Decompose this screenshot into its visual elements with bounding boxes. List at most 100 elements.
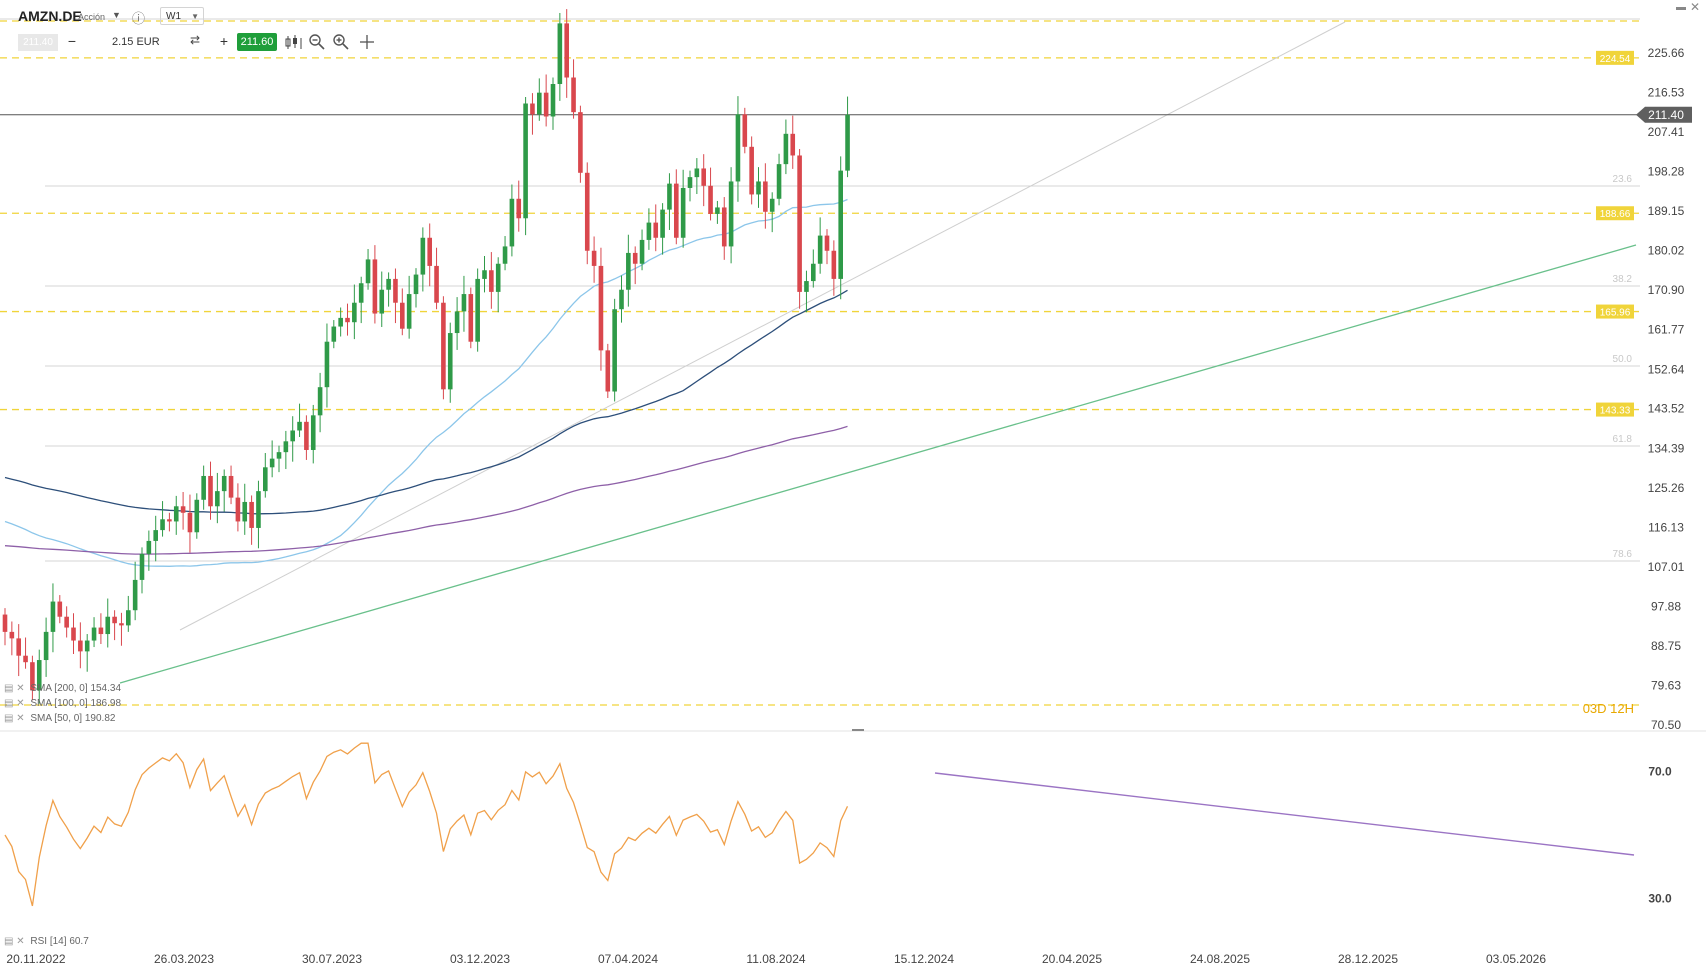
price-tick-label: 152.64 — [1648, 362, 1685, 376]
date-tick-label: 07.04.2024 — [598, 952, 658, 966]
candle — [16, 624, 21, 677]
candle-body — [441, 302, 446, 390]
candle-body — [831, 250, 837, 279]
candle — [735, 96, 741, 202]
candle-body — [297, 421, 302, 431]
candle-body — [215, 491, 220, 507]
candle-body — [461, 294, 467, 312]
candle — [290, 416, 295, 462]
legend-sma100[interactable]: ▤ ✕ SMA [100, 0] 186.98 — [4, 698, 121, 709]
candle-body — [160, 519, 165, 531]
candle — [708, 167, 713, 221]
price-tick-label: 125.26 — [1648, 481, 1685, 495]
candle-body — [167, 519, 172, 522]
candle — [98, 613, 104, 645]
candle — [831, 240, 837, 296]
quantity-input[interactable]: 2.15 EUR — [112, 36, 160, 48]
date-tick-label: 26.03.2023 — [154, 952, 214, 966]
candle — [64, 606, 69, 638]
timeframe-select[interactable]: W1 ▼ — [160, 7, 204, 25]
candle-body — [413, 274, 419, 295]
support-label: 143.33 — [1600, 406, 1631, 417]
candle — [160, 501, 165, 537]
date-tick-label: 30.07.2023 — [302, 952, 362, 966]
candle — [783, 119, 789, 175]
legend-sma100-value: 186.98 — [90, 698, 122, 709]
quantity-increase-button[interactable]: + — [219, 33, 229, 49]
candle — [550, 77, 556, 130]
timeframe-value: W1 — [166, 11, 181, 22]
zoom-out-icon[interactable] — [308, 33, 326, 51]
candle — [112, 610, 117, 641]
candle-body — [783, 133, 789, 165]
candle — [263, 453, 268, 498]
candle-body — [653, 222, 659, 238]
candle — [653, 204, 659, 252]
close-icon[interactable]: ✕ — [1690, 0, 1701, 14]
price-tick-label: 79.63 — [1651, 678, 1681, 692]
candle-body — [43, 631, 49, 661]
price-tick-label: 97.88 — [1651, 599, 1681, 613]
candle — [557, 12, 563, 101]
pane-divider-handle[interactable] — [852, 729, 864, 731]
candle-body — [105, 616, 111, 635]
candle — [23, 637, 28, 669]
fib-level-label: 78.6 — [1613, 549, 1633, 560]
candle — [91, 617, 97, 648]
minimize-icon[interactable]: ▬ — [1676, 2, 1686, 13]
candle-body — [454, 311, 460, 334]
candle-body — [57, 601, 63, 617]
crosshair-icon[interactable] — [358, 33, 376, 51]
quantity-decrease-button[interactable]: − — [67, 33, 77, 49]
symbol-label[interactable]: AMZN.DE — [18, 8, 82, 24]
candle-style-icon[interactable] — [284, 33, 304, 53]
candle-body — [749, 146, 754, 195]
sma-100-line — [4, 289, 848, 515]
candle — [119, 612, 124, 646]
candle-body — [132, 579, 138, 611]
swap-icon[interactable]: ⇄ — [190, 33, 201, 47]
session-countdown-label: 03D 12H — [1583, 701, 1634, 716]
candle — [2, 608, 8, 646]
candle — [317, 372, 323, 433]
candle-body — [612, 309, 617, 392]
candle — [543, 74, 549, 127]
fib-level-label: 23.6 — [1613, 174, 1633, 185]
candle — [824, 229, 830, 265]
ask-price-button[interactable]: 211.60 — [237, 33, 277, 51]
candle — [516, 180, 522, 232]
zoom-in-icon[interactable] — [332, 33, 350, 51]
legend-sma200[interactable]: ▤ ✕ SMA [200, 0] 154.34 — [4, 683, 121, 694]
support-label: 188.66 — [1600, 209, 1631, 220]
candle — [619, 275, 624, 323]
info-icon[interactable]: ⓘ — [132, 11, 146, 26]
candle-body — [550, 84, 556, 117]
bars-icon: ▤ ✕ — [4, 713, 25, 724]
fib-level-label: 50.0 — [1613, 354, 1633, 365]
legend-rsi[interactable]: ▤ ✕ RSI [14] 60.7 — [4, 936, 89, 947]
candle — [660, 203, 665, 255]
candle-body — [584, 172, 590, 251]
candle-body — [475, 278, 480, 342]
bid-price-button[interactable]: 211.40 — [18, 34, 58, 51]
candle — [36, 649, 42, 704]
candle-body — [208, 475, 213, 507]
price-tick-label: 189.15 — [1648, 204, 1685, 218]
candle — [228, 465, 234, 505]
fib-level-label: 61.8 — [1613, 434, 1633, 445]
price-tick-label: 116.13 — [1648, 520, 1684, 534]
candle-body — [626, 252, 631, 290]
candle — [297, 403, 302, 437]
candle-body — [84, 640, 90, 652]
candle — [146, 530, 152, 571]
price-tick-label: 143.52 — [1648, 402, 1685, 416]
price-tick-label: 198.28 — [1648, 165, 1685, 179]
dropdown-caret-icon[interactable]: ▼ — [112, 10, 121, 20]
candle — [632, 246, 638, 285]
candle-body — [263, 467, 268, 492]
candle-body — [687, 177, 693, 188]
candle — [57, 595, 63, 624]
legend-sma50[interactable]: ▤ ✕ SMA [50, 0] 190.82 — [4, 713, 115, 724]
candle — [578, 105, 583, 183]
